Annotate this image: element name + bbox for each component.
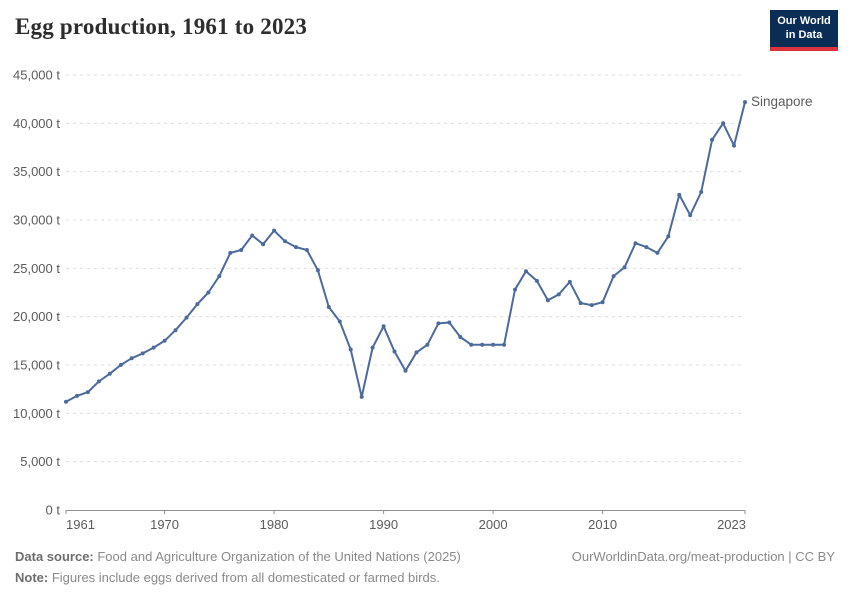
note-text: Figures include eggs derived from all do… bbox=[48, 570, 440, 586]
data-point[interactable] bbox=[118, 363, 123, 367]
y-tick-label: 0 t bbox=[46, 503, 61, 518]
x-tick-label: 1980 bbox=[260, 517, 289, 532]
data-point[interactable] bbox=[64, 399, 68, 404]
data-point[interactable] bbox=[326, 305, 331, 309]
data-point[interactable] bbox=[721, 121, 726, 126]
x-tick-label: 1970 bbox=[150, 517, 179, 532]
y-tick-label: 20,000 t bbox=[13, 309, 60, 324]
data-point[interactable] bbox=[666, 234, 671, 239]
chart-title: Egg production, 1961 to 2023 bbox=[15, 14, 308, 39]
owid-logo-line2: in Data bbox=[785, 28, 823, 41]
data-point[interactable] bbox=[502, 342, 507, 347]
data-point[interactable] bbox=[96, 379, 101, 384]
data-point[interactable] bbox=[655, 250, 660, 255]
data-point[interactable] bbox=[129, 356, 134, 361]
data-point[interactable] bbox=[688, 213, 693, 218]
data-point[interactable] bbox=[370, 345, 375, 350]
data-point[interactable] bbox=[337, 319, 342, 324]
data-point[interactable] bbox=[644, 245, 649, 250]
data-point[interactable] bbox=[348, 347, 353, 352]
data-point[interactable] bbox=[545, 298, 550, 303]
data-point[interactable] bbox=[513, 287, 517, 292]
footer-notes: Data source: Food and Agriculture Organi… bbox=[15, 546, 461, 588]
data-point[interactable] bbox=[195, 302, 200, 307]
x-tick-label: 2000 bbox=[479, 517, 508, 532]
data-point[interactable] bbox=[85, 390, 90, 395]
data-point[interactable] bbox=[107, 371, 112, 376]
y-tick-label: 15,000 t bbox=[13, 358, 60, 373]
x-tick-label: 1990 bbox=[369, 517, 398, 532]
data-source-label: Data source: bbox=[15, 549, 94, 564]
data-point[interactable] bbox=[250, 233, 255, 238]
data-point[interactable] bbox=[611, 274, 616, 279]
data-point[interactable] bbox=[622, 265, 627, 270]
y-tick-label: 45,000 t bbox=[13, 68, 60, 83]
note-line: Note: Figures include eggs derived from … bbox=[15, 567, 461, 588]
entity-label-singapore[interactable]: Singapore bbox=[751, 94, 813, 109]
x-tick-label: 1961 bbox=[66, 517, 95, 532]
x-tick-label: 2010 bbox=[588, 517, 617, 532]
data-point[interactable] bbox=[217, 274, 222, 279]
data-source-text: Food and Agriculture Organization of the… bbox=[93, 549, 461, 564]
data-point[interactable] bbox=[677, 192, 682, 197]
data-point[interactable] bbox=[710, 137, 715, 142]
owid-logo-line1: Our World bbox=[777, 15, 831, 27]
data-source-line: Data source: Food and Agriculture Organi… bbox=[15, 546, 461, 567]
series-line-singapore[interactable] bbox=[65, 101, 746, 403]
data-point[interactable] bbox=[228, 250, 233, 255]
data-point[interactable] bbox=[414, 350, 419, 355]
data-point[interactable] bbox=[206, 290, 211, 295]
data-point[interactable] bbox=[600, 300, 605, 305]
data-point[interactable] bbox=[140, 351, 145, 356]
data-point[interactable] bbox=[633, 241, 638, 246]
data-point[interactable] bbox=[381, 324, 386, 329]
data-point[interactable] bbox=[469, 342, 474, 347]
data-point[interactable] bbox=[272, 228, 277, 233]
y-tick-label: 40,000 t bbox=[13, 116, 60, 131]
data-point[interactable] bbox=[743, 100, 747, 105]
chart-footer: Data source: Food and Agriculture Organi… bbox=[15, 546, 835, 588]
y-tick-label: 35,000 t bbox=[13, 164, 60, 179]
data-point[interactable] bbox=[578, 301, 583, 306]
owid-logo[interactable]: Our World in Data bbox=[770, 10, 838, 51]
data-point[interactable] bbox=[447, 320, 452, 325]
data-point[interactable] bbox=[436, 321, 441, 326]
data-point[interactable] bbox=[403, 368, 408, 373]
y-tick-label: 10,000 t bbox=[13, 406, 60, 421]
data-point[interactable] bbox=[75, 393, 79, 398]
data-point[interactable] bbox=[480, 342, 485, 347]
data-point[interactable] bbox=[458, 335, 463, 339]
data-point[interactable] bbox=[162, 338, 167, 343]
y-tick-label: 5,000 t bbox=[20, 454, 60, 469]
data-point[interactable] bbox=[184, 315, 189, 320]
attribution[interactable]: OurWorldinData.org/meat-production | CC … bbox=[571, 549, 835, 564]
data-point[interactable] bbox=[173, 328, 178, 333]
data-point[interactable] bbox=[491, 342, 496, 347]
data-point[interactable] bbox=[732, 143, 736, 148]
data-point[interactable] bbox=[283, 239, 287, 244]
data-point[interactable] bbox=[556, 292, 561, 297]
x-tick-label: 2023 bbox=[717, 517, 746, 532]
data-point[interactable] bbox=[261, 242, 266, 247]
data-point[interactable] bbox=[294, 245, 298, 250]
data-point[interactable] bbox=[304, 248, 309, 252]
y-tick-label: 25,000 t bbox=[13, 261, 60, 276]
data-point[interactable] bbox=[239, 248, 244, 252]
data-point[interactable] bbox=[589, 303, 594, 308]
data-point[interactable] bbox=[315, 268, 320, 273]
y-tick-label: 30,000 t bbox=[13, 213, 60, 228]
data-point[interactable] bbox=[151, 345, 156, 350]
note-label: Note: bbox=[15, 570, 49, 586]
data-point[interactable] bbox=[425, 342, 430, 347]
data-point[interactable] bbox=[699, 190, 704, 194]
data-point[interactable] bbox=[392, 349, 397, 354]
data-point[interactable] bbox=[567, 279, 572, 284]
data-point[interactable] bbox=[359, 394, 364, 399]
data-point[interactable] bbox=[524, 269, 528, 274]
data-point[interactable] bbox=[534, 278, 539, 283]
